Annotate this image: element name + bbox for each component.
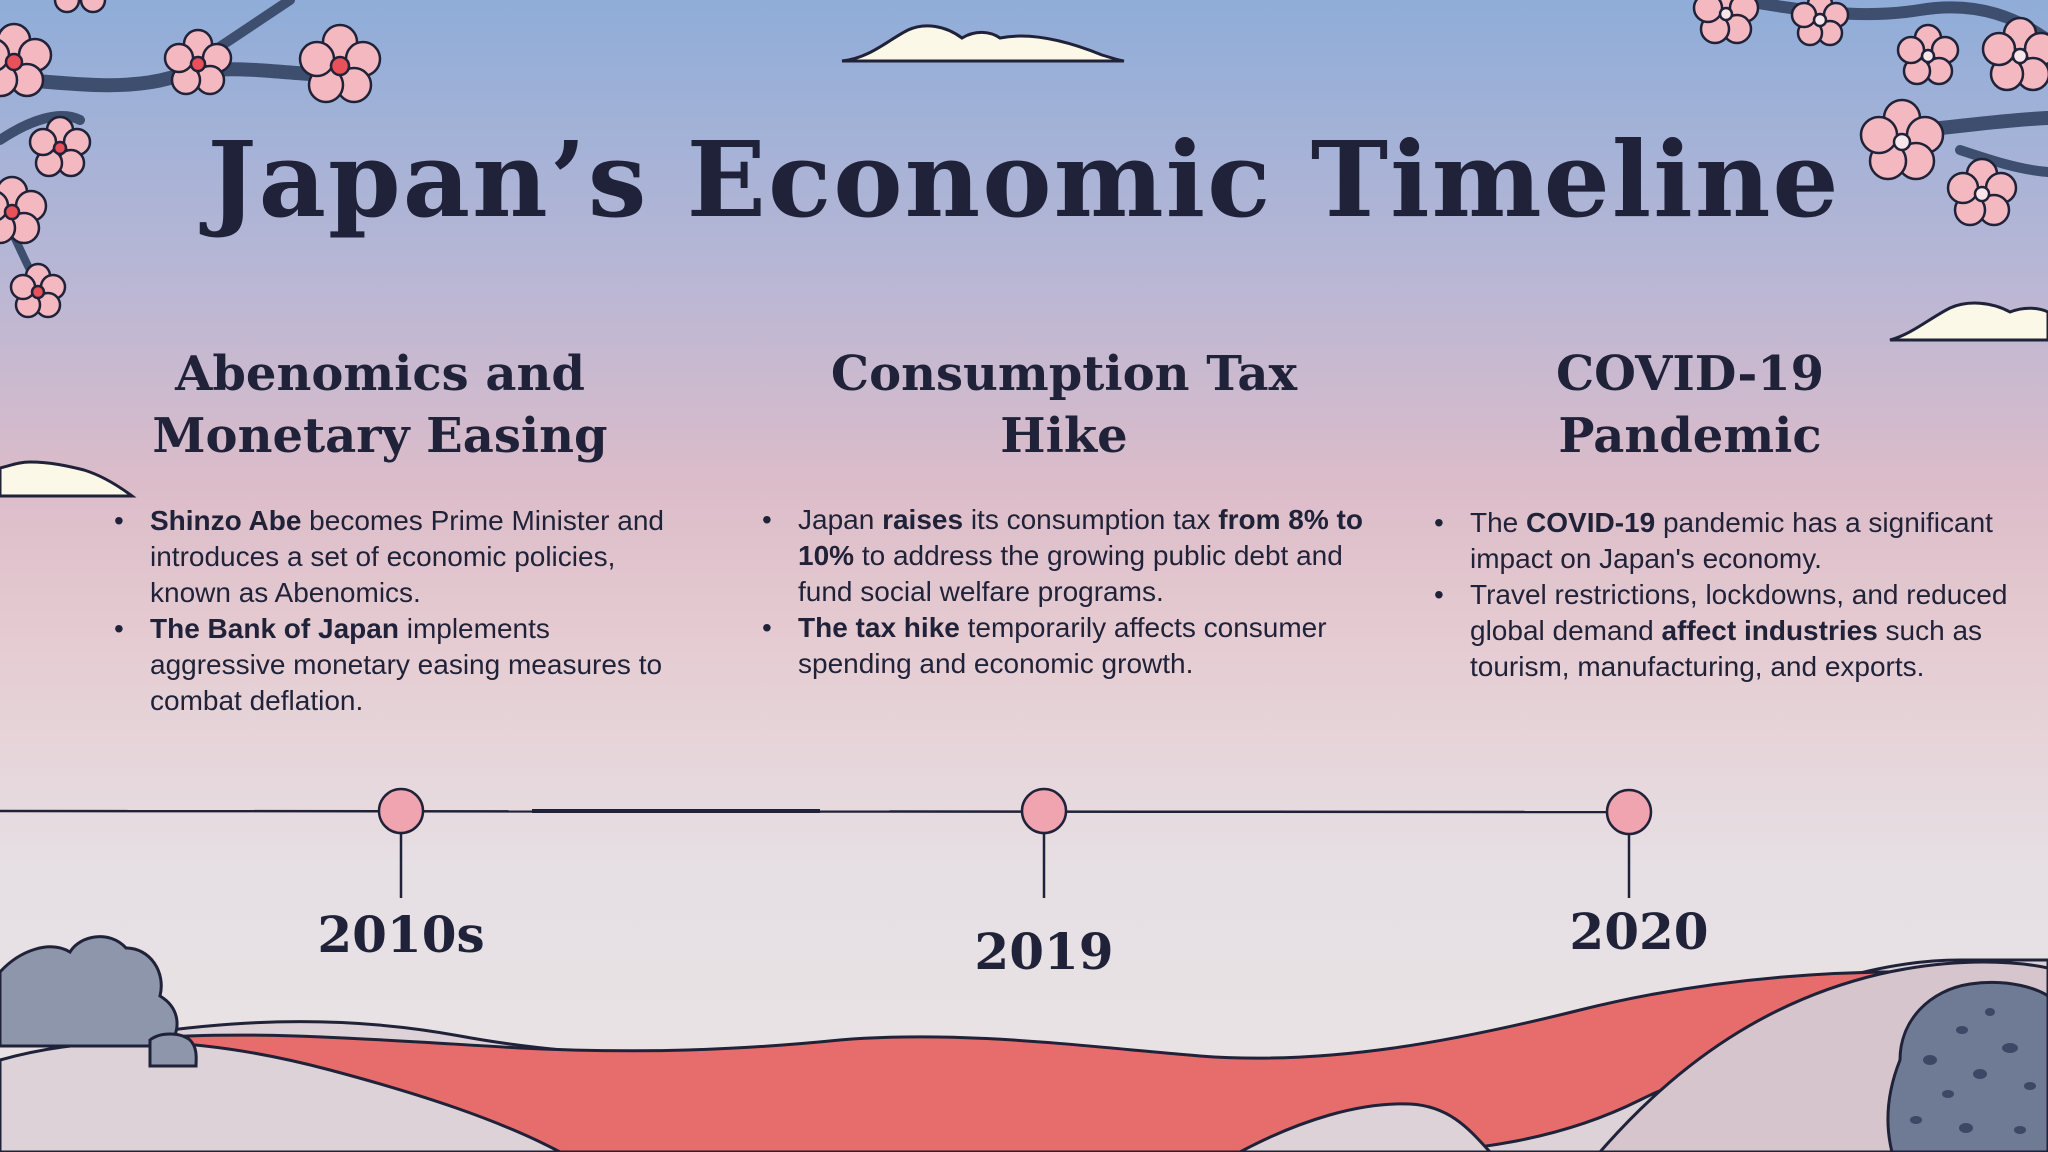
rock-right-icon [1886, 980, 2048, 1152]
column-heading-2: Consumption Tax Hike [774, 343, 1354, 467]
timeline-node-2 [1020, 787, 1068, 835]
page-title: Japan’s Economic Timeline [207, 118, 1841, 241]
timeline-year-1: 2010s [317, 905, 485, 964]
bullet-item: The Bank of Japan implements aggressive … [112, 611, 692, 719]
bullet-item: Japan raises its consumption tax from 8%… [760, 502, 1370, 610]
bullet-list-1: Shinzo Abe becomes Prime Minister and in… [112, 503, 692, 719]
timeline [0, 787, 1653, 898]
column-heading-3-line-1: COVID-19 [1555, 346, 1825, 402]
bush-left-icon [0, 935, 198, 1068]
column-heading-2-line-1: Consumption Tax [830, 346, 1298, 402]
column-heading-3-line-2: Pandemic [1558, 408, 1822, 464]
bullet-item: Travel restrictions, lockdowns, and redu… [1432, 577, 2032, 685]
column-heading-2-line-2: Hike [1000, 408, 1128, 464]
column-heading-1-line-2: Monetary Easing [152, 408, 608, 464]
bullet-item: The tax hike temporarily affects consume… [760, 610, 1370, 682]
blossom-icons-left [0, 0, 382, 319]
red-hill [148, 970, 1950, 1152]
timeline-year-2: 2019 [974, 922, 1114, 981]
cloud-right-icon [1889, 301, 2048, 342]
bullet-list-2: Japan raises its consumption tax from 8%… [760, 502, 1370, 682]
grey-hill-front-mid [1239, 1102, 1493, 1152]
cloud-left-icon [0, 460, 137, 498]
timeline-node-3 [1605, 788, 1653, 836]
column-heading-1-line-1: Abenomics and [175, 346, 585, 402]
blossom-icons-right [1692, 0, 2048, 227]
bullet-list-3: The COVID-19 pandemic has a significant … [1432, 505, 2032, 685]
column-heading-3: COVID-19 Pandemic [1400, 343, 1980, 467]
column-heading-1: Abenomics and Monetary Easing [100, 343, 660, 467]
bullet-item: Shinzo Abe becomes Prime Minister and in… [112, 503, 692, 611]
cloud-top-icon [841, 24, 1125, 63]
timeline-node-1 [377, 787, 425, 835]
timeline-year-3: 2020 [1569, 902, 1709, 961]
bullet-item: The COVID-19 pandemic has a significant … [1432, 505, 2032, 577]
